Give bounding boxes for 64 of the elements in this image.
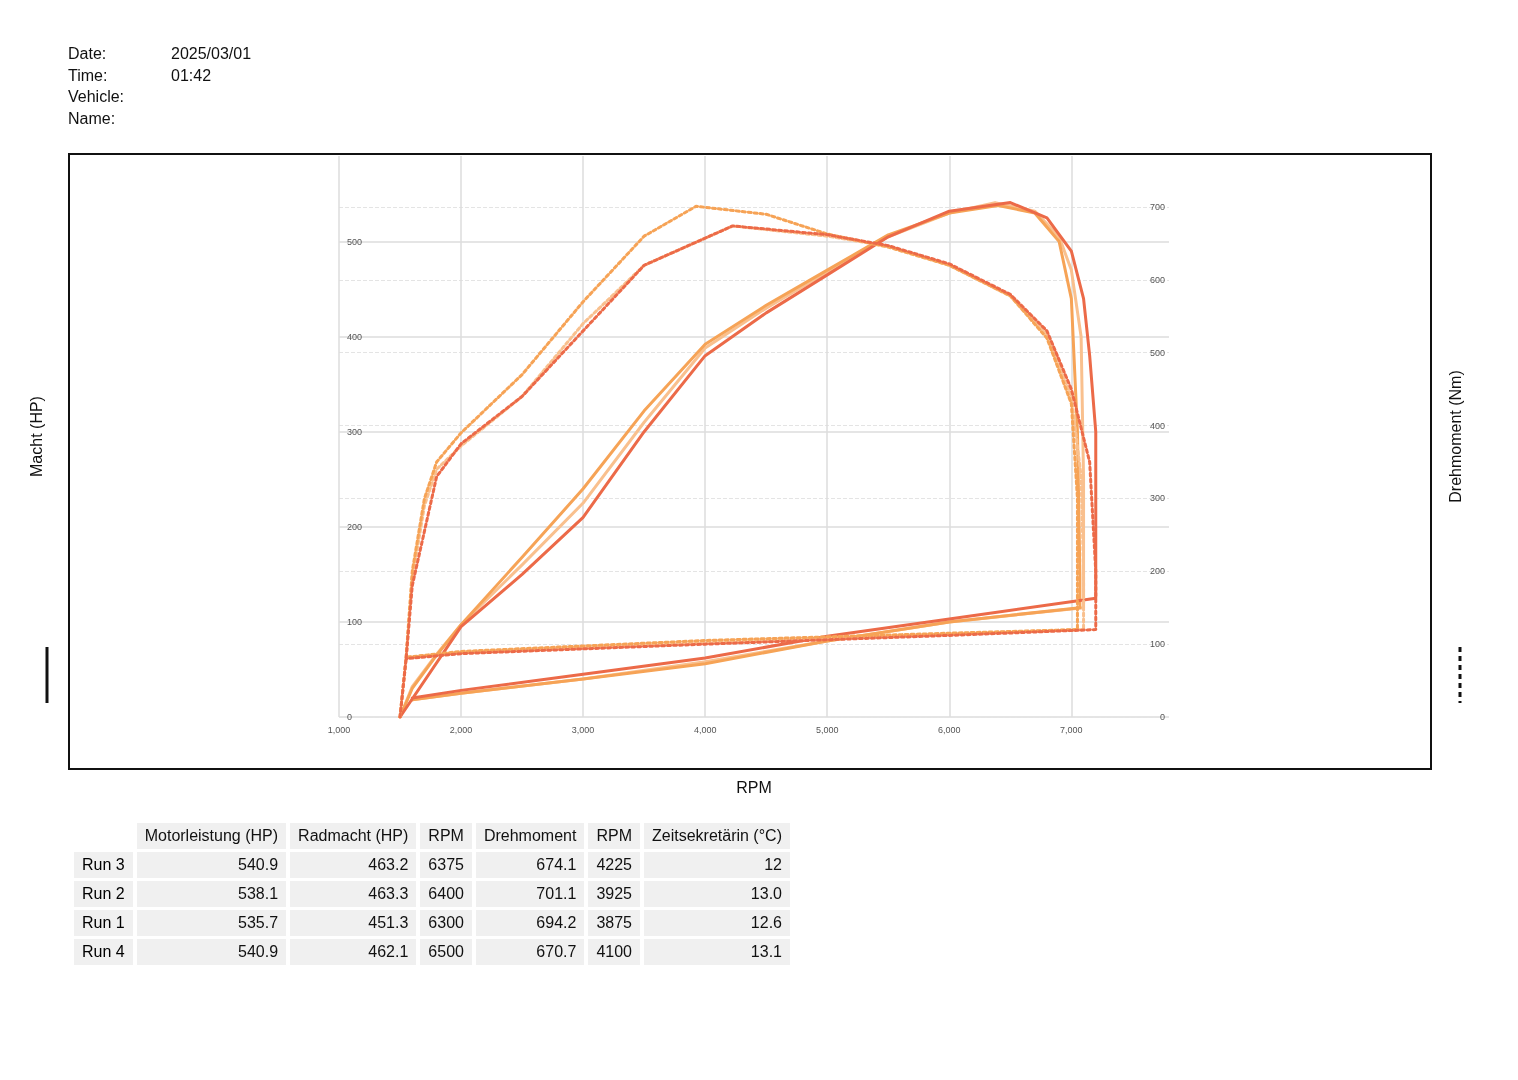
text: 6375 [428, 856, 464, 873]
text: 13.0 [750, 885, 782, 902]
y2-axis-title: Drehmoment (Nm) [1446, 370, 1464, 503]
x-axis-title: RPM [736, 778, 772, 796]
text: 535.7 [238, 914, 279, 931]
y-tick-label: 100 [347, 616, 363, 627]
y2-tick-label: 700 [1149, 202, 1165, 212]
text: Date: [68, 45, 108, 64]
x-tick-label: 6,000 [938, 724, 961, 735]
x-tick-label: 3,000 [571, 724, 595, 735]
text: 674.1 [536, 856, 577, 873]
text: 463.2 [368, 856, 409, 873]
text: 6400 [428, 885, 464, 902]
y2-tick-label: 400 [1149, 420, 1165, 431]
x-tick-label: 5,000 [815, 724, 839, 735]
x-tick-label: 4,000 [693, 724, 717, 735]
text: 3875 [596, 914, 632, 931]
category-label: Radmacht (HP) [290, 823, 417, 849]
text: 4225 [596, 856, 632, 873]
text: 2025/03/01 [171, 45, 252, 64]
text: 540.9 [238, 856, 279, 873]
y-tick-label: 0 [347, 712, 353, 722]
text: 6300 [428, 914, 464, 931]
x-tick-label: 2,000 [449, 724, 473, 735]
category-label: RPM [588, 823, 640, 849]
x-tick-label: 7,000 [1060, 724, 1083, 735]
category-label: RPM [420, 823, 472, 849]
text: Time: [68, 66, 109, 86]
y2-tick-label: 100 [1149, 639, 1165, 650]
y-tick-label: 500 [347, 236, 363, 247]
y-tick-label: 400 [347, 331, 363, 342]
text: Name: [68, 109, 117, 129]
y2-tick-label: 0 [1159, 712, 1165, 722]
category-label: Zeitsekretärin (°C) [644, 823, 790, 849]
text: 463.3 [368, 885, 409, 902]
text: Vehicle: [68, 88, 126, 107]
y-tick-label: 300 [347, 426, 363, 437]
text: 701.1 [536, 885, 577, 902]
text: 13.1 [750, 943, 782, 960]
y2-tick-label: 300 [1149, 493, 1165, 504]
text: 3925 [596, 885, 632, 902]
category-label: Run 3 [82, 856, 125, 873]
category-label: Drehmoment [475, 823, 585, 849]
y-axis-title: Macht (HP) [27, 396, 45, 477]
text: 538.1 [238, 885, 279, 902]
text: 540.9 [238, 943, 279, 960]
text: 12 [764, 856, 782, 873]
text: 12.6 [750, 914, 782, 931]
y2-tick-label: 500 [1149, 347, 1165, 358]
category-label: Motorleistung (HP) [136, 823, 287, 849]
text: 670.7 [536, 943, 577, 960]
x-tick-label: 1,000 [327, 724, 351, 735]
text: 451.3 [368, 914, 409, 931]
text: 462.1 [368, 943, 409, 960]
category-label: Run 2 [82, 885, 125, 902]
text: 01:42 [171, 66, 213, 86]
text: 4100 [596, 943, 632, 960]
text: 694.2 [536, 914, 577, 931]
y2-tick-label: 600 [1149, 274, 1165, 285]
category-label: Run 4 [82, 943, 125, 960]
y-tick-label: 200 [347, 521, 363, 532]
y2-tick-label: 200 [1149, 566, 1165, 577]
text: 6500 [428, 943, 464, 960]
category-label: Run 1 [82, 914, 125, 931]
